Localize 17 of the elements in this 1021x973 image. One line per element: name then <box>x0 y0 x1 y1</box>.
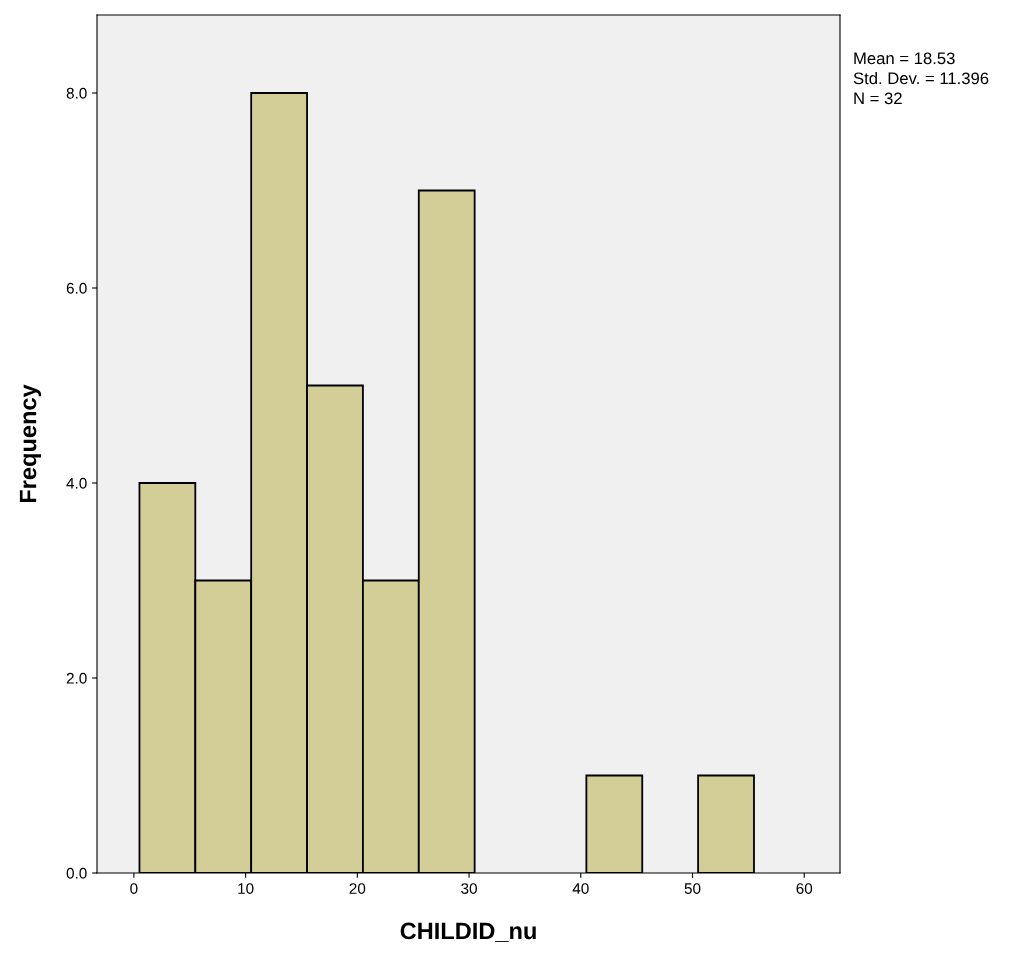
y-tick-label: 2.0 <box>66 672 87 684</box>
y-tick-label: 8.0 <box>66 87 87 99</box>
y-tick-label: 4.0 <box>66 477 87 489</box>
x-tick-label: 60 <box>796 883 813 894</box>
x-axis-title: CHILDID_nu <box>400 922 536 942</box>
x-tick-label: 0 <box>130 883 138 894</box>
text: Std. Dev. = 11.396 <box>853 72 989 85</box>
y-axis-title: Frequency <box>19 384 42 503</box>
x-tick-label: 10 <box>238 883 254 894</box>
text: Mean = 18.53 <box>854 52 955 65</box>
x-tick-label: 30 <box>461 883 477 894</box>
x-tick-label: 40 <box>572 883 589 894</box>
x-tick-label: 50 <box>684 883 701 894</box>
y-tick-label: 0.0 <box>66 867 87 879</box>
x-tick-label: 20 <box>349 883 366 894</box>
y-tick-label: 6.0 <box>66 282 87 294</box>
text: N = 32 <box>854 92 902 105</box>
